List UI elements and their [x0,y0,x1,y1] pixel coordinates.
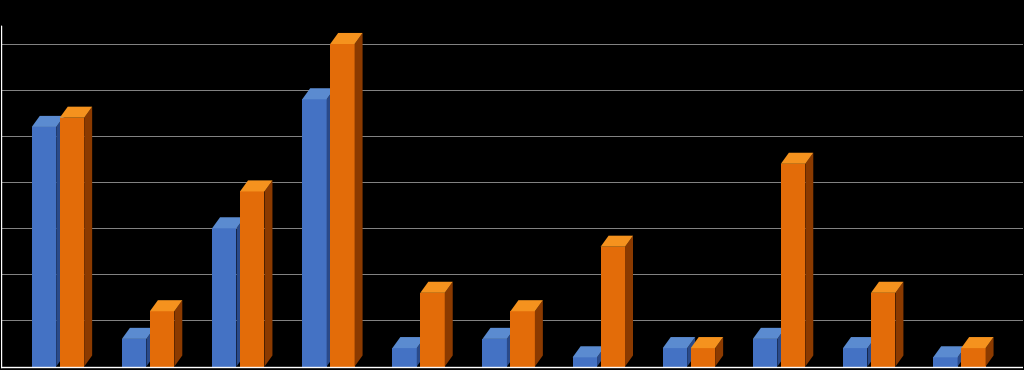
Polygon shape [871,282,903,293]
Polygon shape [59,118,84,367]
Polygon shape [933,346,966,357]
Polygon shape [687,337,695,367]
Polygon shape [753,328,785,339]
Polygon shape [597,346,605,367]
Polygon shape [237,217,245,367]
Polygon shape [510,300,543,311]
Polygon shape [777,328,785,367]
Polygon shape [805,153,813,367]
Polygon shape [330,44,354,367]
Polygon shape [122,328,155,339]
Polygon shape [482,328,515,339]
Polygon shape [753,339,777,367]
Polygon shape [327,88,335,367]
Polygon shape [146,328,155,367]
Polygon shape [663,337,695,348]
Polygon shape [392,337,425,348]
Polygon shape [843,337,876,348]
Polygon shape [871,293,895,367]
Polygon shape [84,107,92,367]
Polygon shape [56,116,65,367]
Polygon shape [302,88,335,99]
Polygon shape [601,247,625,367]
Polygon shape [330,33,362,44]
Polygon shape [444,282,453,367]
Polygon shape [962,348,985,367]
Polygon shape [32,127,56,367]
Polygon shape [482,339,507,367]
Polygon shape [507,328,515,367]
Polygon shape [962,337,993,348]
Polygon shape [663,348,687,367]
Polygon shape [264,181,272,367]
Polygon shape [150,311,174,367]
Polygon shape [867,337,876,367]
Polygon shape [535,300,543,367]
Polygon shape [392,348,417,367]
Polygon shape [420,282,453,293]
Polygon shape [715,337,723,367]
Polygon shape [59,107,92,118]
Polygon shape [417,337,425,367]
Polygon shape [420,293,444,367]
Polygon shape [150,300,182,311]
Polygon shape [240,181,272,191]
Polygon shape [601,236,633,247]
Polygon shape [212,217,245,228]
Polygon shape [985,337,993,367]
Polygon shape [122,339,146,367]
Polygon shape [240,191,264,367]
Polygon shape [572,357,597,367]
Polygon shape [302,99,327,367]
Polygon shape [572,346,605,357]
Polygon shape [781,153,813,164]
Polygon shape [354,33,362,367]
Polygon shape [510,311,535,367]
Polygon shape [843,348,867,367]
Polygon shape [691,348,715,367]
Polygon shape [691,337,723,348]
Polygon shape [957,346,966,367]
Polygon shape [174,300,182,367]
Polygon shape [933,357,957,367]
Polygon shape [895,282,903,367]
Polygon shape [32,116,65,127]
Polygon shape [781,164,805,367]
Polygon shape [212,228,237,367]
Polygon shape [625,236,633,367]
